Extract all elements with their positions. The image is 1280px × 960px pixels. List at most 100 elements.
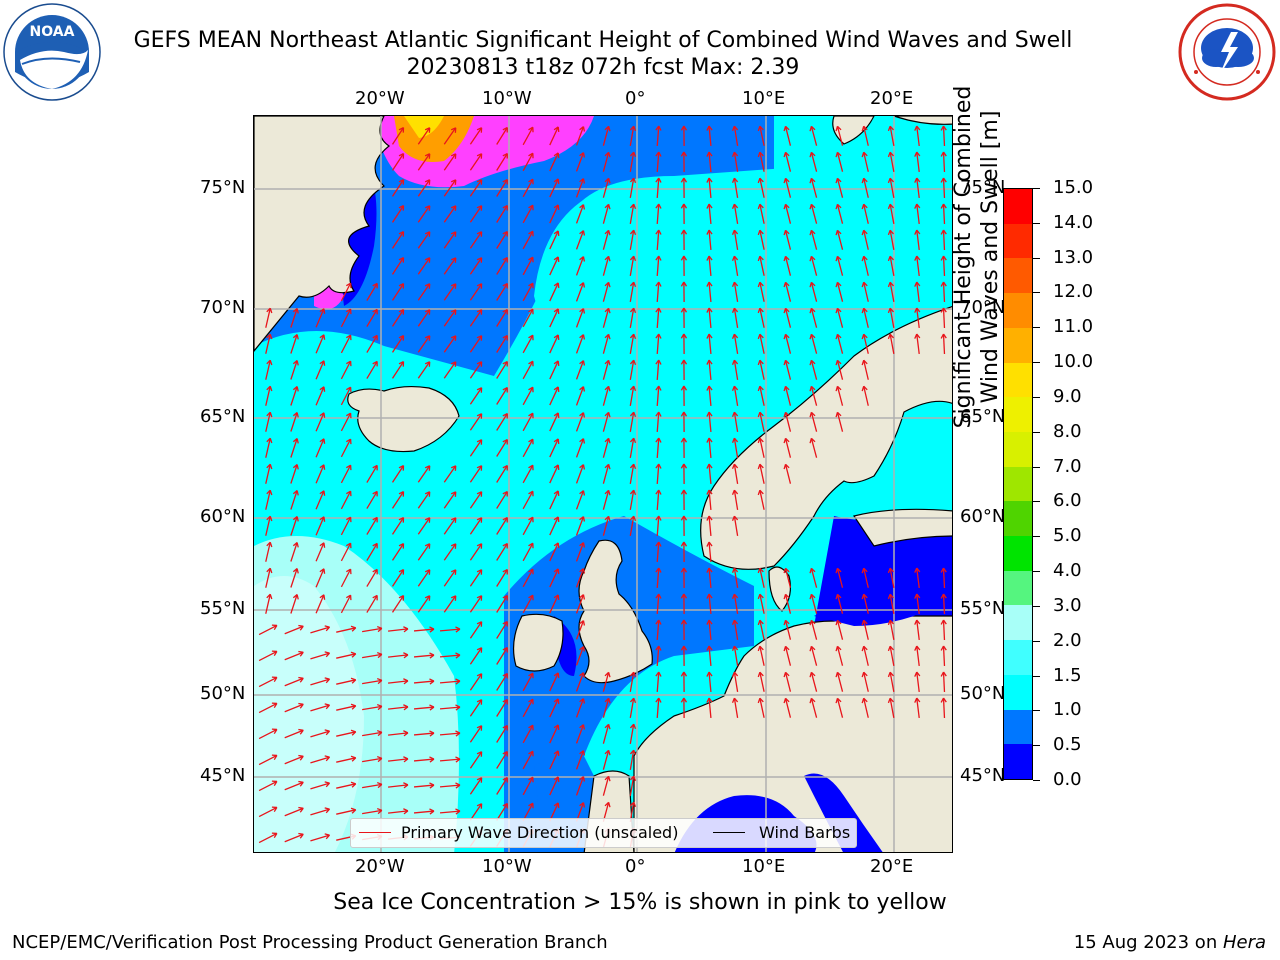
wave-direction-arrow [759, 178, 765, 198]
wave-direction-arrow [942, 671, 946, 693]
lat-tick-left-50n: 50°N [200, 683, 246, 704]
wave-arrow-head [731, 671, 739, 678]
wave-direction-arrow [340, 516, 352, 536]
wave-arrow-head [528, 386, 534, 393]
wave-arrow-head [528, 282, 534, 289]
wave-arrow-head [783, 151, 790, 158]
wave-direction-arrow [549, 568, 559, 588]
wave-direction-arrow [522, 776, 534, 796]
wave-arrow-head [476, 595, 483, 601]
wave-arrow-head [398, 231, 405, 237]
wave-direction-arrow [469, 803, 483, 821]
wave-arrow-head [783, 177, 790, 184]
wave-direction-arrow [443, 517, 457, 535]
wave-arrow-head [429, 626, 435, 633]
graticule [254, 116, 952, 852]
wave-direction-arrow [391, 335, 405, 353]
colorbar [1003, 188, 1033, 780]
wave-direction-arrow [315, 542, 325, 562]
wave-direction-arrow [290, 334, 298, 354]
wave-arrow-head [629, 697, 637, 704]
wave-direction-arrow [362, 679, 382, 685]
wave-arrow-head [680, 697, 688, 703]
wave-direction-arrow [366, 283, 378, 301]
scandinavia [700, 306, 952, 570]
wave-direction-arrow [265, 516, 271, 536]
wave-direction-arrow [522, 750, 534, 770]
wave-direction-arrow [443, 309, 457, 327]
colorbar-segment [1004, 536, 1032, 571]
wave-arrow-head [403, 678, 409, 685]
wave-arrow-head [604, 437, 611, 444]
wave-arrow-head [940, 697, 947, 703]
wave-direction-arrow [522, 568, 534, 588]
wave-arrow-head [476, 725, 483, 731]
wave-arrow-head [809, 411, 816, 418]
wave-arrow-head [553, 724, 560, 730]
wave-direction-arrow [315, 464, 325, 484]
wave-direction-arrow [602, 672, 610, 692]
wave-arrow-head [450, 569, 457, 575]
colorbar-tick-label: 11.0 [1053, 316, 1094, 338]
wave-direction-arrow [863, 152, 869, 172]
wave-arrow-head [940, 255, 947, 261]
wave-arrow-head [266, 567, 273, 574]
wave-direction-arrow [362, 627, 382, 633]
wave-direction-arrow [469, 257, 483, 275]
wave-arrow-head [887, 151, 894, 158]
wave-arrow-head [266, 489, 273, 496]
wave-arrow-head [629, 229, 637, 236]
wave-direction-arrow [258, 650, 278, 662]
wave-arrow-head [809, 437, 816, 444]
wave-arrow-head [887, 255, 894, 262]
wave-direction-arrow [784, 620, 792, 640]
colorbar-tick-label: 4.0 [1053, 560, 1082, 582]
wave-arrow-head [424, 283, 431, 289]
wave-arrow-head [528, 126, 534, 133]
wave-direction-arrow [602, 750, 610, 770]
wave-arrow-head [528, 438, 534, 445]
wave-direction-arrow [290, 412, 298, 432]
wave-arrow-head [553, 334, 560, 340]
wave-direction-arrow [549, 178, 559, 198]
wave-direction-arrow [549, 698, 559, 718]
wave-direction-arrow [836, 412, 844, 432]
wave-arrow-head [914, 619, 921, 625]
wave-direction-arrow [391, 179, 405, 197]
wave-direction-arrow [417, 335, 431, 353]
wave-direction-arrow [889, 256, 895, 276]
wave-arrow-head [783, 411, 790, 418]
colorbar-tick-mark [1033, 257, 1040, 259]
wave-direction-arrow [417, 205, 431, 223]
wave-direction-arrow [310, 652, 330, 660]
wave-arrow-head [502, 204, 508, 211]
wave-direction-arrow [602, 178, 610, 198]
wave-arrow-head [914, 229, 921, 235]
wave-direction-arrow [496, 517, 508, 535]
wave-arrow-head [655, 359, 662, 365]
wave-arrow-head [914, 671, 921, 677]
wave-arrow-head [424, 179, 431, 185]
wave-direction-arrow [413, 810, 435, 814]
wave-arrow-head [783, 307, 790, 314]
wave-direction-arrow [315, 568, 325, 588]
wave-direction-arrow [889, 282, 895, 302]
wave-direction-arrow [290, 438, 298, 458]
wave-direction-arrow [469, 543, 483, 561]
wave-arrow-head [861, 307, 868, 314]
wave-arrow-head [298, 676, 304, 683]
wave-arrow-head [757, 333, 764, 340]
wave-arrow-head [455, 730, 461, 737]
wave-arrow-head [629, 385, 637, 392]
wave-direction-arrow [549, 282, 559, 302]
wave-arrow-head [706, 177, 713, 183]
wave-direction-arrow [362, 809, 382, 815]
wave-direction-arrow [290, 464, 298, 484]
wave-arrow-head [809, 203, 816, 210]
wave-direction-arrow [366, 309, 378, 327]
wave-arrow-head [476, 751, 483, 757]
wave-arrow-head [345, 386, 352, 393]
wave-direction-arrow [315, 334, 325, 354]
wave-direction-arrow [629, 490, 635, 510]
wave-direction-arrow [366, 465, 378, 483]
